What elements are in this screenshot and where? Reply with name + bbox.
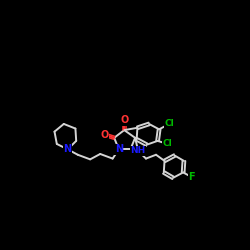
- Text: O: O: [101, 130, 109, 140]
- Text: NH: NH: [130, 146, 146, 156]
- Text: N: N: [115, 144, 123, 154]
- Text: Cl: Cl: [163, 140, 172, 148]
- Text: Cl: Cl: [164, 120, 174, 128]
- Text: F: F: [188, 172, 195, 182]
- Text: O: O: [120, 115, 128, 125]
- Text: N: N: [64, 144, 72, 154]
